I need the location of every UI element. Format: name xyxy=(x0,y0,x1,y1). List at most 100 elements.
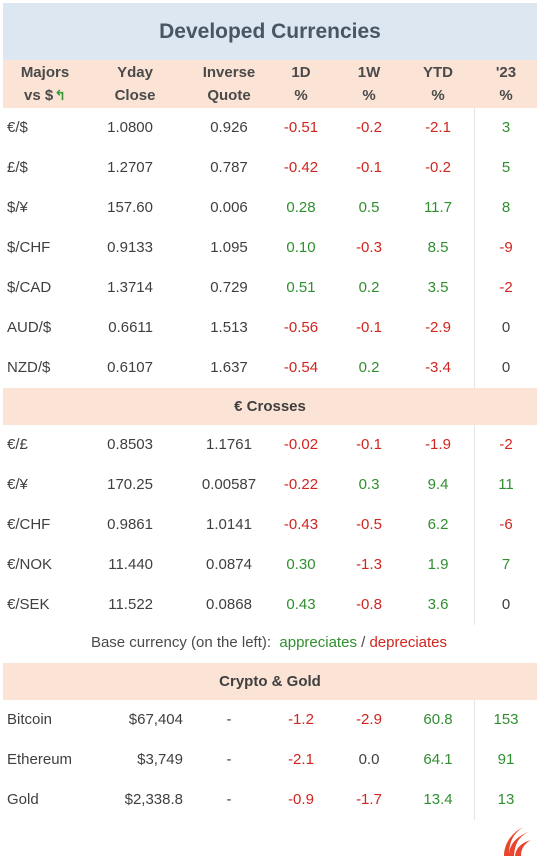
header-yday-close: Yday Close xyxy=(114,64,156,104)
cell-y23: 8 xyxy=(501,199,511,216)
cell-ytd: -2.1 xyxy=(425,119,451,136)
cell-w1: -0.5 xyxy=(356,516,382,533)
cell-close: $3,749 xyxy=(137,751,183,768)
cell-ytd: 9.4 xyxy=(427,476,449,493)
cell-ytd: 3.6 xyxy=(427,596,449,613)
cell-inverse: - xyxy=(226,751,232,768)
cell-w1: -0.3 xyxy=(356,239,382,256)
cell-pair: NZD/$ xyxy=(7,359,51,376)
cell-d1: -0.02 xyxy=(283,436,319,453)
table-row: $/CHF 0.9133 1.095 0.10 -0.3 8.5 -9 xyxy=(3,228,537,268)
cell-close: $67,404 xyxy=(128,711,183,728)
cell-close: 0.6611 xyxy=(108,319,153,336)
table-row: Bitcoin $67,404 - -1.2 -2.9 60.8 153 xyxy=(3,700,537,740)
table-row: $/CAD 1.3714 0.729 0.51 0.2 3.5 -2 xyxy=(3,268,537,308)
cell-inverse: 0.926 xyxy=(210,119,248,136)
curved-arrow-up-left-icon: ↰ xyxy=(54,87,66,103)
cell-close: 11.522 xyxy=(108,596,153,613)
cell-ytd: 3.5 xyxy=(427,279,449,296)
cell-y23: -2 xyxy=(499,279,513,296)
cell-d1: -0.42 xyxy=(283,159,319,176)
cell-pair: €/NOK xyxy=(7,556,53,573)
column-divider xyxy=(474,425,475,625)
cell-y23: 11 xyxy=(498,476,514,493)
cell-pair: €/CHF xyxy=(7,516,51,533)
cell-y23: 13 xyxy=(497,791,515,808)
cell-y23: 3 xyxy=(501,119,511,136)
cell-d1: -0.51 xyxy=(283,119,319,136)
header-2023: '23 % xyxy=(495,64,517,104)
table-row: NZD/$ 0.6107 1.637 -0.54 0.2 -3.4 0 xyxy=(3,348,537,388)
cell-y23: -6 xyxy=(499,516,513,533)
cell-y23: 7 xyxy=(501,556,511,573)
cell-w1: -1.7 xyxy=(356,791,382,808)
table-row: Gold $2,338.8 - -0.9 -1.7 13.4 13 xyxy=(3,780,537,820)
page-title: Developed Currencies xyxy=(159,19,381,43)
cell-close: 0.9861 xyxy=(107,516,153,533)
cell-ytd: -3.4 xyxy=(425,359,451,376)
cell-d1: 0.43 xyxy=(286,596,316,613)
legend-appreciates: appreciates xyxy=(279,634,357,651)
cell-y23: 5 xyxy=(501,159,511,176)
cell-close: 170.25 xyxy=(107,476,153,493)
cell-w1: -1.3 xyxy=(356,556,382,573)
header-inverse-quote: Inverse Quote xyxy=(202,64,256,104)
cell-y23: -2 xyxy=(499,436,513,453)
table-row: €/SEK 11.522 0.0868 0.43 -0.8 3.6 0 xyxy=(3,585,537,625)
table-row: AUD/$ 0.6611 1.513 -0.56 -0.1 -2.9 0 xyxy=(3,308,537,348)
cell-pair: $/CHF xyxy=(7,239,51,256)
cell-w1: -0.1 xyxy=(356,159,382,176)
cell-ytd: 1.9 xyxy=(427,556,449,573)
cell-inverse: 1.095 xyxy=(210,239,248,256)
section-header-crypto-gold: Crypto & Gold xyxy=(3,663,537,700)
cell-y23: 0 xyxy=(501,359,511,376)
column-header-row: Majors vs $↰ Yday Close Inverse Quote 1D… xyxy=(3,60,537,108)
cell-ytd: 64.1 xyxy=(423,751,453,768)
table-row: €/NOK 11.440 0.0874 0.30 -1.3 1.9 7 xyxy=(3,545,537,585)
cell-pair: €/£ xyxy=(7,436,28,453)
cell-inverse: 0.0868 xyxy=(206,596,252,613)
table-row: Ethereum $3,749 - -2.1 0.0 64.1 91 xyxy=(3,740,537,780)
cell-w1: 0.5 xyxy=(358,199,380,216)
cell-pair: $/CAD xyxy=(7,279,52,296)
cell-ytd: -1.9 xyxy=(425,436,451,453)
table-row: €/¥ 170.25 0.00587 -0.22 0.3 9.4 11 xyxy=(3,465,537,505)
cell-close: 11.440 xyxy=(108,556,153,573)
cell-pair: $/¥ xyxy=(7,199,28,216)
cell-close: 0.6107 xyxy=(107,359,153,376)
cell-w1: 0.2 xyxy=(358,279,380,296)
brand-flame-logo xyxy=(504,827,531,856)
cell-pair: €/SEK xyxy=(7,596,50,613)
table-row: $/¥ 157.60 0.006 0.28 0.5 11.7 8 xyxy=(3,188,537,228)
cell-d1: -0.9 xyxy=(288,791,314,808)
cell-ytd: 6.2 xyxy=(427,516,449,533)
cell-w1: -0.1 xyxy=(356,319,382,336)
cell-inverse: 1.513 xyxy=(210,319,248,336)
cell-inverse: 1.1761 xyxy=(206,436,252,453)
cell-close: 1.2707 xyxy=(107,159,153,176)
header-majors: Majors vs $↰ xyxy=(3,60,87,108)
table-row: €/CHF 0.9861 1.0141 -0.43 -0.5 6.2 -6 xyxy=(3,505,537,545)
cell-pair: €/¥ xyxy=(7,476,28,493)
cell-d1: -2.1 xyxy=(288,751,314,768)
cell-inverse: 0.729 xyxy=(210,279,248,296)
cell-ytd: 8.5 xyxy=(427,239,449,256)
cell-close: 0.8503 xyxy=(107,436,153,453)
cell-d1: -0.56 xyxy=(283,319,319,336)
cell-name: Bitcoin xyxy=(7,711,53,728)
cell-d1: -1.2 xyxy=(288,711,314,728)
cell-d1: 0.28 xyxy=(286,199,316,216)
cell-y23: -9 xyxy=(499,239,513,256)
table-title-bar: Developed Currencies xyxy=(3,3,537,60)
cell-d1: -0.54 xyxy=(283,359,319,376)
cell-d1: -0.43 xyxy=(283,516,319,533)
cell-d1: 0.30 xyxy=(286,556,316,573)
cell-pair: AUD/$ xyxy=(7,319,52,336)
cell-w1: 0.2 xyxy=(358,359,380,376)
cell-ytd: 11.7 xyxy=(423,199,453,216)
cell-y23: 0 xyxy=(501,319,511,336)
header-1w: 1W % xyxy=(357,64,381,104)
table-row: €/$ 1.0800 0.926 -0.51 -0.2 -2.1 3 xyxy=(3,108,537,148)
cell-y23: 91 xyxy=(497,751,515,768)
cell-inverse: 0.006 xyxy=(210,199,248,216)
